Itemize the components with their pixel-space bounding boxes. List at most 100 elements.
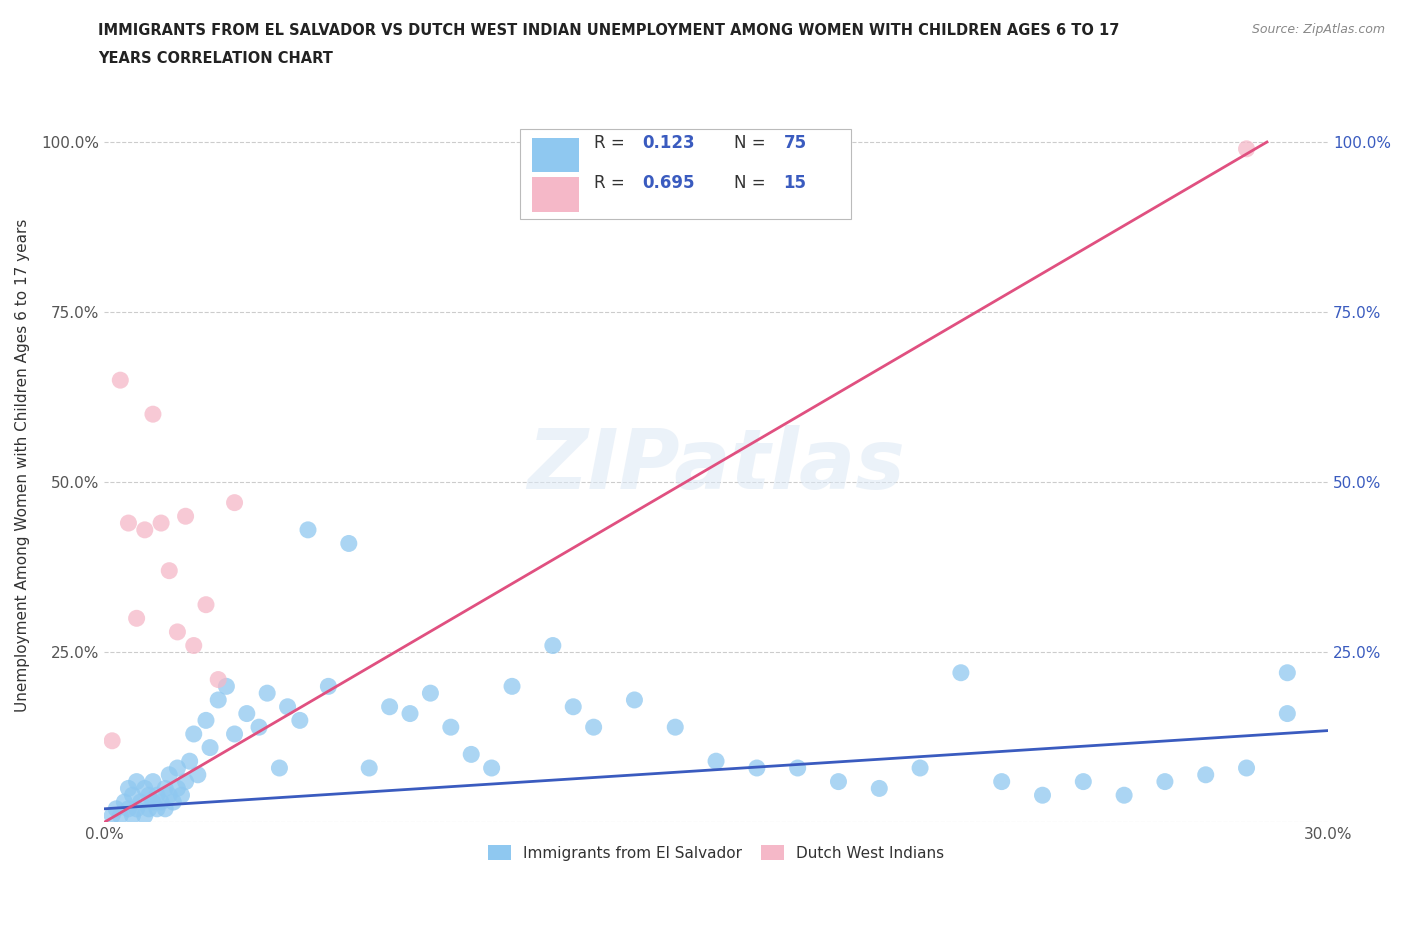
Point: [157, 767, 180, 782]
Point: [138, 788, 160, 803]
Point: [153, 781, 176, 796]
Point: [1154, 774, 1177, 789]
Point: [101, 734, 124, 749]
Point: [224, 495, 246, 510]
Point: [138, 802, 160, 817]
Point: [623, 693, 645, 708]
Point: [359, 761, 381, 776]
Point: [582, 720, 605, 735]
Point: [142, 794, 165, 809]
Point: [745, 761, 768, 776]
Point: [990, 774, 1012, 789]
Point: [134, 523, 156, 538]
Point: [1114, 788, 1136, 803]
Bar: [533, 138, 579, 172]
Point: [440, 720, 463, 735]
Point: [562, 699, 585, 714]
Text: N =: N =: [734, 135, 772, 153]
Point: [378, 699, 401, 714]
Point: [664, 720, 686, 735]
Point: [150, 794, 173, 809]
Point: [187, 767, 209, 782]
Point: [207, 672, 229, 687]
Point: [236, 706, 259, 721]
Point: [1277, 706, 1299, 721]
Point: [146, 802, 169, 817]
FancyBboxPatch shape: [520, 129, 851, 219]
Point: [195, 597, 218, 612]
Point: [162, 794, 184, 809]
Point: [786, 761, 808, 776]
Point: [318, 679, 340, 694]
Bar: [533, 178, 579, 212]
Point: [157, 788, 180, 803]
Point: [110, 373, 132, 388]
Text: 0.695: 0.695: [643, 175, 695, 193]
Point: [399, 706, 422, 721]
Point: [110, 808, 132, 823]
Point: [297, 523, 319, 538]
Point: [541, 638, 564, 653]
Point: [166, 761, 188, 776]
Text: YEARS CORRELATION CHART: YEARS CORRELATION CHART: [98, 51, 333, 66]
Point: [121, 808, 143, 823]
Text: IMMIGRANTS FROM EL SALVADOR VS DUTCH WEST INDIAN UNEMPLOYMENT AMONG WOMEN WITH C: IMMIGRANTS FROM EL SALVADOR VS DUTCH WES…: [98, 23, 1119, 38]
Text: 75: 75: [783, 135, 807, 153]
Point: [129, 794, 152, 809]
Point: [183, 638, 205, 653]
Point: [419, 685, 441, 700]
Point: [170, 788, 193, 803]
Point: [125, 774, 148, 789]
Point: [174, 774, 197, 789]
Point: [146, 788, 169, 803]
Text: 0.123: 0.123: [643, 135, 695, 153]
Point: [1277, 665, 1299, 680]
Point: [277, 699, 299, 714]
Point: [704, 753, 727, 768]
Point: [179, 753, 201, 768]
Point: [481, 761, 503, 776]
Point: [134, 808, 156, 823]
Point: [1195, 767, 1218, 782]
Point: [134, 781, 156, 796]
Point: [150, 515, 173, 530]
Point: [908, 761, 931, 776]
Point: [112, 794, 135, 809]
Point: [215, 679, 238, 694]
Point: [247, 720, 270, 735]
Point: [288, 713, 311, 728]
Point: [142, 406, 165, 421]
Point: [195, 713, 218, 728]
Point: [224, 726, 246, 741]
Text: Source: ZipAtlas.com: Source: ZipAtlas.com: [1251, 23, 1385, 36]
Point: [949, 665, 972, 680]
Point: [105, 802, 128, 817]
Point: [166, 624, 188, 639]
Point: [166, 781, 188, 796]
Point: [121, 788, 143, 803]
Point: [207, 693, 229, 708]
Point: [337, 536, 360, 551]
Point: [142, 774, 165, 789]
Point: [1236, 761, 1258, 776]
Point: [117, 781, 139, 796]
Point: [174, 509, 197, 524]
Point: [198, 740, 221, 755]
Point: [117, 515, 139, 530]
Text: R =: R =: [593, 135, 630, 153]
Text: R =: R =: [593, 175, 630, 193]
Point: [868, 781, 890, 796]
Point: [101, 808, 124, 823]
Point: [117, 802, 139, 817]
Point: [125, 802, 148, 817]
Text: N =: N =: [734, 175, 772, 193]
Point: [501, 679, 523, 694]
Point: [153, 802, 176, 817]
Point: [269, 761, 291, 776]
Legend: Immigrants from El Salvador, Dutch West Indians: Immigrants from El Salvador, Dutch West …: [481, 838, 952, 869]
Point: [183, 726, 205, 741]
Text: ZIPatlas: ZIPatlas: [527, 425, 905, 506]
Point: [1071, 774, 1094, 789]
Point: [157, 564, 180, 578]
Point: [1031, 788, 1053, 803]
